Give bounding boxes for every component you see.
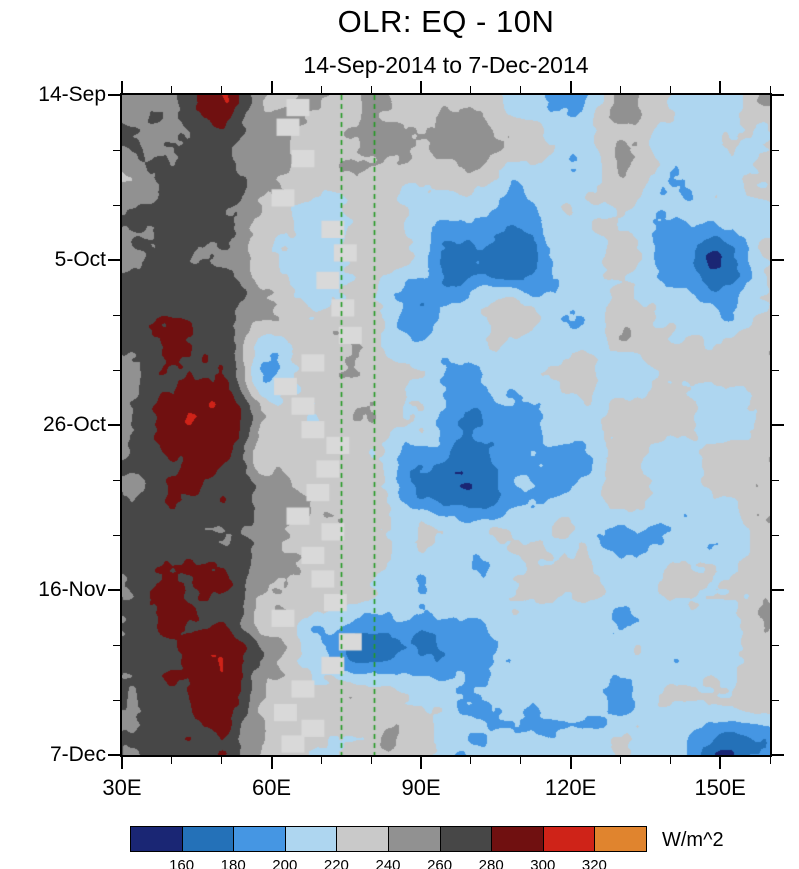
x-axis-tick — [619, 86, 621, 93]
y-tick-label: 5-Oct — [54, 248, 106, 271]
x-axis-tick — [669, 757, 671, 764]
y-axis-tick — [772, 699, 779, 701]
x-tick-label: 90E — [401, 775, 441, 800]
colorbar-tick-label: 300 — [530, 857, 556, 869]
colorbar-box — [284, 826, 338, 852]
y-tick-label: 16-Nov — [38, 578, 106, 601]
colorbar-box — [336, 826, 389, 852]
y-axis-tick — [772, 589, 784, 591]
x-axis-tick — [370, 757, 372, 764]
x-axis-tick — [171, 757, 173, 764]
y-axis-tick — [113, 369, 120, 371]
y-axis-tick — [772, 204, 779, 206]
x-axis-tick — [719, 81, 722, 93]
y-tick-label: 14-Sep — [38, 83, 106, 106]
colorbar-box — [233, 826, 286, 852]
x-axis-tick — [320, 757, 322, 764]
y-axis-tick — [772, 754, 784, 756]
colorbar-box — [594, 826, 647, 852]
y-axis-tick — [113, 314, 120, 316]
x-axis-tick — [221, 86, 223, 93]
colorbar-tick-label: 280 — [478, 857, 504, 869]
y-axis-tick — [108, 94, 120, 96]
x-axis-tick — [520, 86, 522, 93]
colorbar-box — [388, 826, 441, 852]
colorbar-tick-label: 240 — [375, 857, 401, 869]
y-axis-tick — [108, 589, 120, 591]
x-axis-tick — [420, 757, 423, 769]
chart-title: OLR: EQ - 10N — [337, 4, 555, 39]
y-axis-tick — [108, 424, 120, 426]
x-axis-tick — [221, 757, 223, 764]
colorbar-units-label: W/m^2 — [662, 829, 724, 851]
x-axis-tick — [769, 86, 771, 93]
y-axis-tick — [772, 479, 779, 481]
y-axis-tick — [772, 369, 779, 371]
colorbar-tick-label: 260 — [427, 857, 453, 869]
colorbar-box — [542, 826, 596, 852]
x-axis-tick — [121, 757, 123, 769]
y-axis-tick — [113, 479, 120, 481]
x-tick-label: 30E — [102, 775, 142, 800]
y-axis-tick — [108, 754, 120, 756]
colorbar-box — [130, 826, 183, 852]
colorbar-box — [491, 826, 544, 852]
x-axis-tick — [569, 757, 572, 769]
x-axis-tick — [270, 757, 273, 769]
colorbar-tick-label: 160 — [169, 857, 195, 869]
colorbar-box — [181, 826, 235, 852]
y-axis-tick — [772, 644, 779, 646]
x-axis-tick — [420, 81, 423, 93]
y-axis-tick — [772, 534, 779, 536]
x-axis-tick — [719, 757, 722, 769]
chart-subtitle: 14-Sep-2014 to 7-Dec-2014 — [303, 52, 589, 78]
y-axis-tick — [113, 149, 120, 151]
colorbar-tick-label: 200 — [272, 857, 298, 869]
y-axis-tick — [113, 699, 120, 701]
y-axis-tick — [113, 644, 120, 646]
y-axis-tick — [772, 94, 784, 96]
y-axis-tick — [772, 314, 779, 316]
y-axis-tick — [113, 204, 120, 206]
colorbar-tick-label: 320 — [581, 857, 607, 869]
x-axis-tick — [121, 81, 123, 93]
y-axis-tick — [113, 534, 120, 536]
x-axis-tick — [520, 757, 522, 764]
colorbar-tick-label: 220 — [323, 857, 349, 869]
y-axis-tick — [108, 259, 120, 261]
x-axis-tick — [569, 81, 572, 93]
colorbar-tick-label: 180 — [220, 857, 246, 869]
x-axis-tick — [669, 86, 671, 93]
x-tick-label: 150E — [694, 775, 746, 800]
x-axis-tick — [470, 757, 472, 764]
x-axis-tick — [270, 81, 273, 93]
plot-frame — [120, 93, 772, 757]
x-tick-label: 60E — [251, 775, 292, 800]
x-tick-label: 120E — [544, 775, 597, 800]
x-axis-tick — [171, 86, 173, 93]
y-axis-tick — [772, 424, 784, 426]
x-axis-tick — [619, 757, 621, 764]
colorbar-box — [439, 826, 493, 852]
x-axis-tick — [470, 86, 472, 93]
y-tick-label: 7-Dec — [49, 743, 106, 766]
y-axis-tick — [772, 149, 779, 151]
x-axis-tick — [320, 86, 322, 93]
y-axis-tick — [772, 259, 784, 261]
olr-field-canvas — [122, 95, 770, 755]
x-axis-tick — [769, 757, 771, 764]
y-tick-label: 26-Oct — [42, 413, 106, 436]
x-axis-tick — [370, 86, 372, 93]
